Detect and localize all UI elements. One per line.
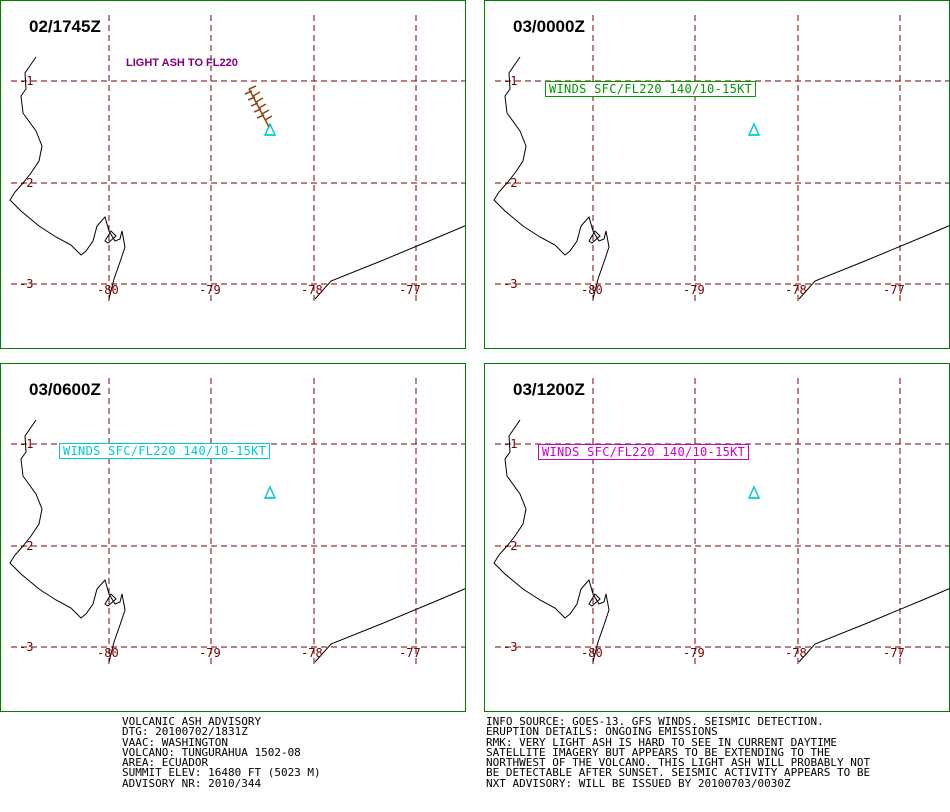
lat-label: -3 [19, 277, 34, 291]
lon-label: -79 [199, 646, 221, 660]
advisory-line: VOLCANO: TUNGURAHUA 1502-08 [122, 745, 301, 759]
volcano-marker [263, 485, 277, 499]
wind-label: WINDS SFC/FL220 140/10-15KT [545, 81, 757, 97]
lat-label: -3 [503, 640, 518, 654]
map-panel-4: 03/1200Z WINDS SFC/FL220 140/10-15KT -1 … [484, 363, 950, 712]
map-canvas [493, 378, 949, 664]
info-line: SATELLITE IMAGERY BUT APPEARS TO BE EXTE… [486, 745, 831, 759]
info-line: ERUPTION DETAILS: ONGOING EMISSIONS [486, 725, 718, 739]
panel-time-label: 03/0600Z [29, 380, 101, 399]
lon-label: -78 [785, 283, 807, 297]
lon-label: -78 [785, 646, 807, 660]
lon-label: -79 [683, 283, 705, 297]
lon-label: -77 [399, 283, 421, 297]
map-panel-1: 02/1745Z LIGHT ASH TO FL220 -1 -2 -3 -80… [0, 0, 466, 349]
coastline [493, 56, 949, 300]
advisory-line: DTG: 20100702/1831Z [122, 725, 248, 739]
lon-label: -77 [883, 283, 905, 297]
panel-time-label: 03/0000Z [513, 17, 585, 36]
lon-label: -80 [97, 283, 119, 297]
ash-label: LIGHT ASH TO FL220 [126, 57, 238, 69]
lat-label: -2 [19, 539, 34, 553]
lon-label: -80 [581, 283, 603, 297]
lon-label: -78 [301, 283, 323, 297]
info-line: BE DETECTABLE AFTER SUNSET. SEISMIC ACTI… [486, 766, 871, 780]
info-line: RMK: VERY LIGHT ASH IS HARD TO SEE IN CU… [486, 735, 837, 749]
lat-label: -1 [19, 437, 34, 451]
lon-label: -77 [399, 646, 421, 660]
advisory-header: VOLCANIC ASH ADVISORY DTG: 20100702/1831… [122, 715, 321, 790]
ash-plume [244, 85, 273, 128]
lon-label: -77 [883, 646, 905, 660]
wind-label: WINDS SFC/FL220 140/10-15KT [59, 443, 271, 459]
coastline [9, 56, 465, 300]
coastline [493, 419, 949, 663]
lat-label: -1 [503, 74, 518, 88]
coastline [9, 419, 465, 663]
panel-time-label: 02/1745Z [29, 17, 101, 36]
lon-label: -78 [301, 646, 323, 660]
advisory-info: INFO SOURCE: GOES-13. GFS WINDS. SEISMIC… [486, 715, 871, 790]
lon-label: -80 [97, 646, 119, 660]
grid-lines [11, 378, 465, 664]
wind-label: WINDS SFC/FL220 140/10-15KT [538, 444, 750, 460]
advisory-line: VOLCANIC ASH ADVISORY [122, 715, 262, 728]
lat-label: -2 [503, 539, 518, 553]
lat-label: -2 [503, 176, 518, 190]
advisory-line: VAAC: WASHINGTON [122, 735, 228, 749]
advisory-line: SUMMIT ELEV: 16480 FT (5023 M) [122, 766, 321, 780]
advisory-line: AREA: ECUADOR [122, 756, 209, 770]
grid-lines [495, 378, 949, 664]
lon-label: -79 [683, 646, 705, 660]
info-line: INFO SOURCE: GOES-13. GFS WINDS. SEISMIC… [486, 715, 824, 728]
map-canvas [9, 15, 465, 301]
lon-label: -79 [199, 283, 221, 297]
volcano-marker [263, 122, 277, 136]
map-canvas [9, 378, 465, 664]
grid-lines [495, 15, 949, 301]
map-panel-2: 03/0000Z WINDS SFC/FL220 140/10-15KT -1 … [484, 0, 950, 349]
advisory-line: ADVISORY NR: 2010/344 [122, 776, 262, 790]
info-line: NXT ADVISORY: WILL BE ISSUED BY 20100703… [486, 776, 791, 790]
lat-label: -3 [503, 277, 518, 291]
lon-label: -80 [581, 646, 603, 660]
lat-label: -1 [19, 74, 34, 88]
lat-label: -1 [503, 437, 518, 451]
grid-lines [11, 15, 465, 301]
panel-time-label: 03/1200Z [513, 380, 585, 399]
info-line: NORTHWEST OF THE VOLCANO. THIS LIGHT ASH… [486, 756, 871, 770]
map-panel-3: 03/0600Z WINDS SFC/FL220 140/10-15KT -1 … [0, 363, 466, 712]
lat-label: -3 [19, 640, 34, 654]
volcano-marker [747, 485, 761, 499]
map-canvas [493, 15, 949, 301]
volcano-marker [747, 122, 761, 136]
lat-label: -2 [19, 176, 34, 190]
